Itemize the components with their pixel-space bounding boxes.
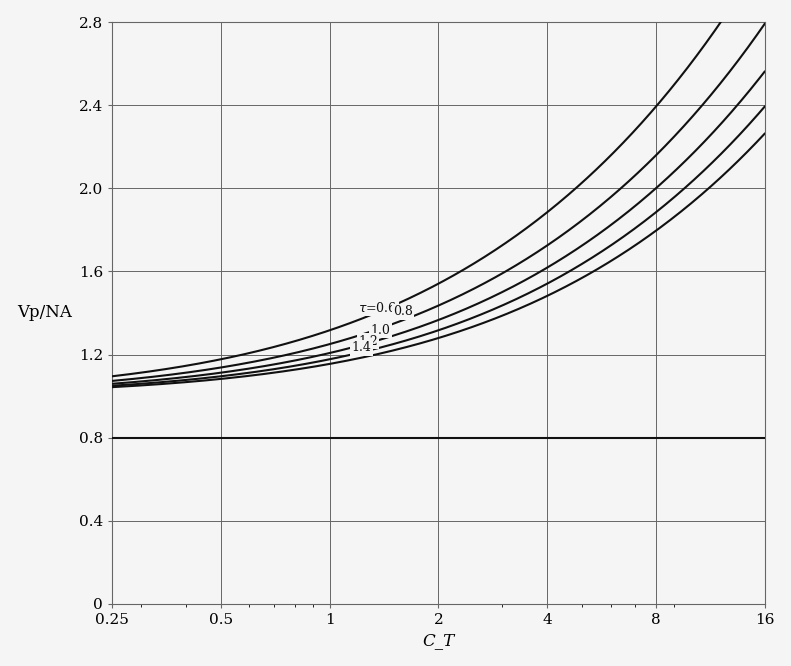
Text: 1.4: 1.4: [351, 342, 372, 354]
Text: 1.2: 1.2: [358, 335, 378, 348]
Text: 0.8: 0.8: [393, 306, 413, 318]
Y-axis label: Vp/NA: Vp/NA: [17, 304, 71, 322]
X-axis label: C_T: C_T: [422, 632, 455, 649]
Text: $\tau$=0.6: $\tau$=0.6: [358, 301, 397, 315]
Text: 1.0: 1.0: [371, 324, 391, 337]
